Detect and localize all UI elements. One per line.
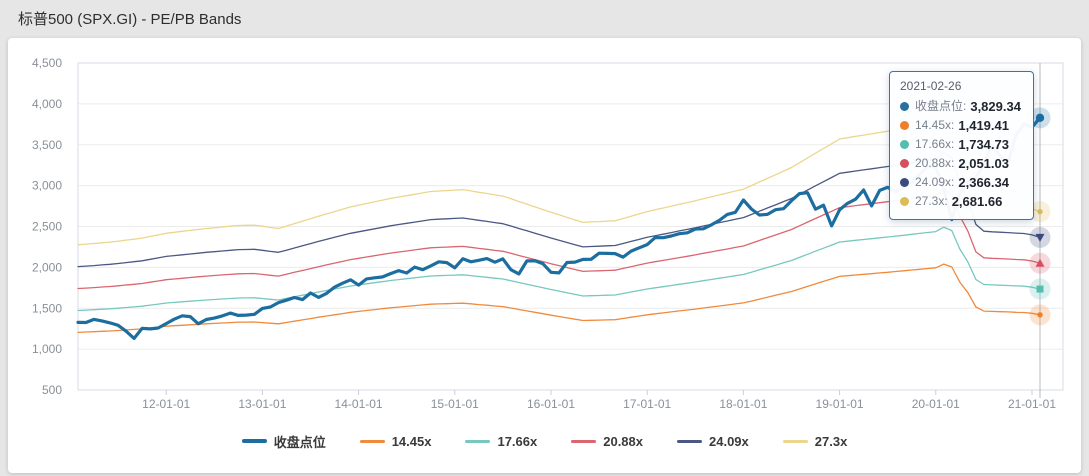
- series-dot-icon: [900, 159, 909, 168]
- series-line-17-66x: [77, 226, 1041, 312]
- legend-swatch-17-66x: [465, 439, 491, 443]
- legend-swatch-20-88x: [571, 439, 597, 443]
- x-axis-label: 18-01-01: [719, 397, 767, 411]
- endpoint-marker-17-66x: [1036, 285, 1044, 293]
- legend-item-17-66x[interactable]: 17.66x: [465, 434, 537, 449]
- legend-label-17-66x: 17.66x: [497, 433, 538, 449]
- tooltip-series-label: 14.45x:: [915, 118, 955, 132]
- legend-label-14-45x: 14.45x: [391, 433, 432, 449]
- series-line-24-09x: [77, 152, 1041, 268]
- tooltip-rows: 收盘点位: 3,829.34 14.45x: 1,419.41 17.66x: 1,…: [900, 97, 1021, 211]
- series-line-14-45x: [77, 263, 1041, 334]
- x-axis-label: 13-01-01: [238, 397, 286, 411]
- series-line-close: [76, 116, 1042, 340]
- legend-item-14-45x[interactable]: 14.45x: [359, 433, 432, 449]
- legend-swatch-14-45x: [359, 439, 385, 443]
- y-axis-label: 3,500: [32, 138, 62, 152]
- page-title: 标普500 (SPX.GI) - PE/PB Bands: [18, 11, 242, 28]
- tooltip-date: 2021-02-26: [900, 79, 962, 93]
- endpoint-marker-20-88x: [1035, 258, 1045, 267]
- y-axis-label: 4,500: [32, 56, 62, 70]
- tooltip-row: 24.09x: 2,366.34: [900, 173, 1021, 192]
- series-dot-icon: [900, 102, 909, 111]
- chart-legend: 收盘点位 14.45x 17.66x 20.88x 24.09x 27.3x: [8, 428, 1081, 454]
- endpoint-marker-close: [1035, 113, 1045, 123]
- tooltip-series-value: 2,366.34: [958, 175, 1009, 190]
- chart-tooltip: 2021-02-26 收盘点位: 3,829.34 14.45x: 1,419.4…: [889, 71, 1034, 220]
- y-axis-label: 2,000: [32, 260, 62, 274]
- tooltip-series-value: 1,419.41: [958, 118, 1009, 133]
- endpoint-marker-14-45x: [1037, 312, 1043, 318]
- legend-swatch-close: [241, 439, 267, 443]
- chart-card: 500 1,000 1,500 2,000 2,500 3,000 3,500 4,000 4,…: [8, 38, 1081, 473]
- tooltip-row: 20.88x: 2,051.03: [900, 154, 1021, 173]
- legend-item-27-3x[interactable]: 27.3x: [782, 433, 848, 449]
- legend-swatch-24-09x: [677, 439, 702, 443]
- tooltip-series-label: 20.88x:: [915, 156, 955, 170]
- x-axis-label: 12-01-01: [142, 397, 190, 411]
- tooltip-row: 17.66x: 1,734.73: [900, 135, 1021, 154]
- tooltip-series-label: 24.09x:: [915, 175, 955, 189]
- title-bar: 标普500 (SPX.GI) - PE/PB Bands: [0, 0, 1089, 38]
- tooltip-row: 27.3x: 2,681.66: [900, 192, 1021, 211]
- x-axis-label: 16-01-01: [527, 397, 575, 411]
- tooltip-series-label: 27.3x:: [915, 194, 948, 208]
- tooltip-row: 14.45x: 1,419.41: [900, 116, 1021, 135]
- endpoint-marker-24-09x: [1035, 233, 1045, 242]
- plot-border: [77, 62, 1064, 391]
- tooltip-series-label: 17.66x:: [915, 137, 955, 151]
- tooltip-series-value: 3,829.34: [970, 99, 1021, 114]
- series-dot-icon: [900, 140, 909, 149]
- y-axis-label: 1,500: [32, 301, 62, 315]
- y-axis-label: 3,000: [32, 179, 62, 193]
- legend-item-20-88x[interactable]: 20.88x: [571, 434, 643, 449]
- x-axis-label: 19-01-01: [816, 397, 864, 411]
- y-axis-label: 4,000: [32, 97, 62, 111]
- y-axis-label: 500: [42, 383, 62, 397]
- legend-label-24-09x: 24.09x: [709, 433, 749, 449]
- series-dot-icon: [900, 197, 909, 206]
- tooltip-series-value: 1,734.73: [958, 137, 1009, 152]
- pe-pb-bands-chart[interactable]: 500 1,000 1,500 2,000 2,500 3,000 3,500 4,000 4,…: [8, 38, 1081, 436]
- series-line-20-88x: [77, 189, 1041, 290]
- legend-swatch-27-3x: [782, 439, 808, 443]
- tooltip-row: 收盘点位: 3,829.34: [900, 97, 1021, 116]
- x-axis-label: 21-01-01: [1008, 397, 1056, 411]
- x-axis-label: 17-01-01: [623, 397, 671, 411]
- legend-label-20-88x: 20.88x: [603, 433, 643, 449]
- series-dot-icon: [900, 178, 909, 187]
- series-dot-icon: [900, 121, 909, 130]
- tooltip-series-value: 2,681.66: [951, 194, 1003, 209]
- tooltip-series-label: 收盘点位:: [915, 99, 967, 113]
- legend-item-24-09x[interactable]: 24.09x: [677, 434, 749, 449]
- series-line-27-3x: [77, 115, 1041, 246]
- x-axis-label: 15-01-01: [431, 397, 479, 411]
- legend-label-27-3x: 27.3x: [814, 433, 848, 449]
- x-axis-label: 14-01-01: [335, 397, 383, 411]
- y-axis-label: 1,000: [32, 342, 62, 356]
- legend-item-close[interactable]: 收盘点位: [241, 432, 326, 451]
- legend-label-close: 收盘点位: [273, 434, 326, 450]
- tooltip-series-value: 2,051.03: [958, 156, 1009, 171]
- x-axis-label: 20-01-01: [912, 397, 960, 411]
- endpoint-marker-27-3x: [1037, 208, 1043, 215]
- y-axis-label: 2,500: [32, 220, 62, 234]
